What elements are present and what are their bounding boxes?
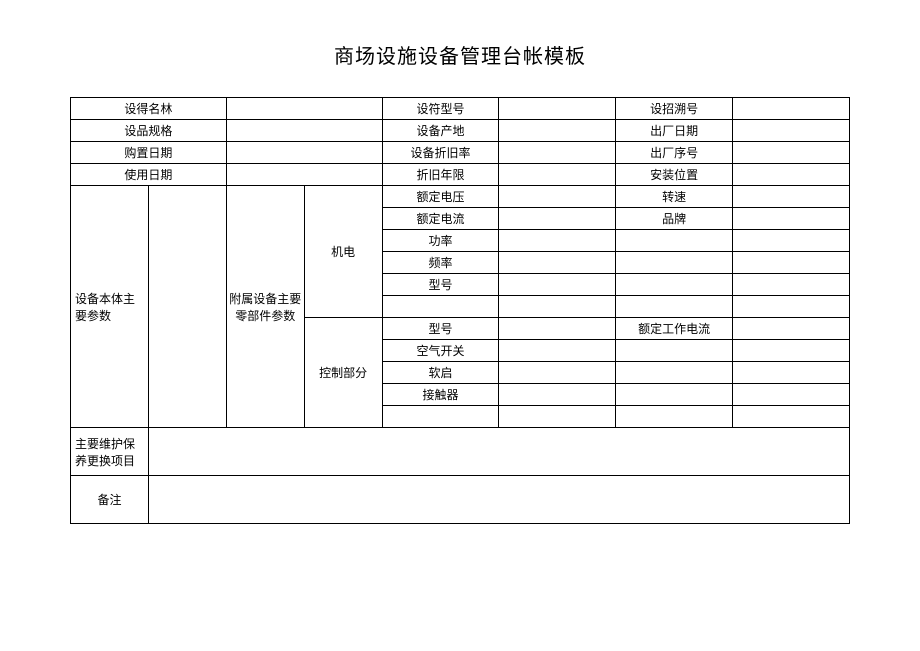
value-cell [733,142,850,164]
value-cell [616,230,733,252]
value-cell [382,296,499,318]
label-rated-work-current: 额定工作电流 [616,318,733,340]
value-cell [616,406,733,428]
value-cell [733,296,850,318]
value-cell [499,362,616,384]
value-cell [733,406,850,428]
value-cell [733,98,850,120]
label-main-param: 设备本体主要参数 [71,186,149,428]
value-cell [616,362,733,384]
label-install-pos: 安装位置 [616,164,733,186]
label-remark: 备注 [71,476,149,524]
value-cell [499,208,616,230]
value-cell [616,340,733,362]
label-use-date: 使用日期 [71,164,227,186]
value-cell [499,120,616,142]
table-row: 设得名林 设符型号 设招溯号 [71,98,850,120]
table-row: 设品规格 设备产地 出厂日期 [71,120,850,142]
value-cell [226,142,382,164]
value-cell [733,164,850,186]
label-equip-name: 设得名林 [71,98,227,120]
value-cell [733,252,850,274]
table-row: 主要维护保养更换项目 [71,428,850,476]
label-air-switch: 空气开关 [382,340,499,362]
value-cell [499,318,616,340]
label-contactor: 接触器 [382,384,499,406]
value-cell [499,142,616,164]
table-row: 使用日期 折旧年限 安装位置 [71,164,850,186]
value-cell [148,476,849,524]
label-ctrl-model: 型号 [382,318,499,340]
value-cell [733,120,850,142]
label-purchase-date: 购置日期 [71,142,227,164]
label-depreciation: 设备折旧率 [382,142,499,164]
table-row: 设备本体主要参数 附属设备主要零部件参数 机电 额定电压 转速 [71,186,850,208]
label-speed: 转速 [616,186,733,208]
label-trace: 设招溯号 [616,98,733,120]
label-serial: 出厂序号 [616,142,733,164]
value-cell [733,340,850,362]
label-ctrl-section: 控制部分 [304,318,382,428]
value-cell [226,98,382,120]
label-attach-param: 附属设备主要零部件参数 [226,186,304,428]
value-cell [499,340,616,362]
label-mfg-date: 出厂日期 [616,120,733,142]
value-cell [499,252,616,274]
label-brand: 品牌 [616,208,733,230]
value-cell [499,164,616,186]
value-cell [733,384,850,406]
label-voltage: 额定电压 [382,186,499,208]
value-cell [226,120,382,142]
label-maintenance: 主要维护保养更换项目 [71,428,149,476]
table-row: 购置日期 设备折旧率 出厂序号 [71,142,850,164]
label-elec-section: 机电 [304,186,382,318]
label-model: 设符型号 [382,98,499,120]
label-soft-start: 软启 [382,362,499,384]
value-cell [616,384,733,406]
value-cell [148,428,849,476]
value-cell [382,406,499,428]
value-cell [499,186,616,208]
value-cell [733,362,850,384]
label-power: 功率 [382,230,499,252]
value-cell [733,230,850,252]
value-cell [733,208,850,230]
value-cell [499,274,616,296]
value-cell [499,296,616,318]
label-life: 折旧年限 [382,164,499,186]
value-cell [499,230,616,252]
value-cell [616,274,733,296]
ledger-table: 设得名林 设符型号 设招溯号 设品规格 设备产地 出厂日期 购置日期 设备折旧率… [70,97,850,524]
value-cell [148,186,226,428]
page-title: 商场设施设备管理台帐模板 [70,40,850,69]
label-origin: 设备产地 [382,120,499,142]
table-row: 备注 [71,476,850,524]
value-cell [616,296,733,318]
label-spec: 设品规格 [71,120,227,142]
value-cell [733,186,850,208]
label-freq: 频率 [382,252,499,274]
value-cell [226,164,382,186]
value-cell [499,406,616,428]
value-cell [733,318,850,340]
label-model2: 型号 [382,274,499,296]
value-cell [616,252,733,274]
value-cell [499,384,616,406]
label-current: 额定电流 [382,208,499,230]
value-cell [733,274,850,296]
value-cell [499,98,616,120]
